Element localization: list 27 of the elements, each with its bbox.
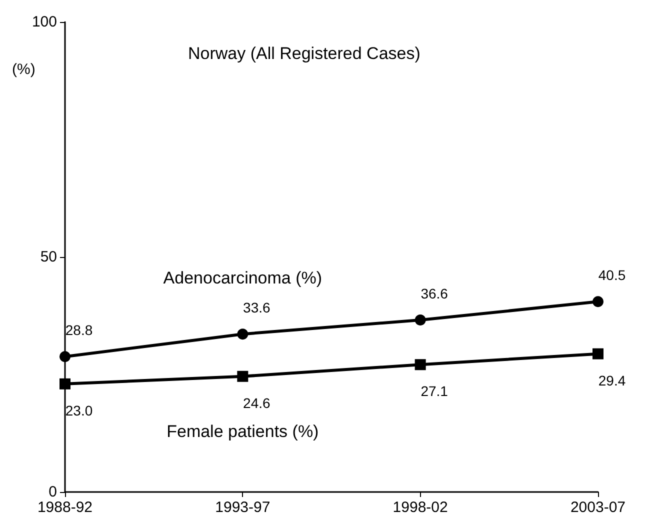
text: Norway (All Registered Cases)	[188, 44, 420, 63]
y-tick-label: 100	[32, 14, 57, 30]
data-label: 36.6	[420, 285, 448, 302]
data-label: 28.8	[65, 322, 93, 338]
data-label: 24.6	[243, 394, 271, 411]
text: Female patients (%)	[166, 422, 319, 442]
x-tick-label: 2003-07	[570, 499, 626, 516]
point	[237, 328, 248, 340]
x-tick-label: 1993-97	[215, 499, 270, 516]
point	[592, 348, 604, 360]
data-label: 33.6	[243, 300, 271, 316]
y-tick-label: 50	[40, 248, 57, 266]
y-tick-label: 0	[48, 484, 57, 500]
y-axis-title: (%)	[12, 61, 36, 78]
text: Adenocarcinoma (%)	[163, 268, 322, 288]
point	[237, 370, 248, 382]
point	[414, 359, 426, 370]
data-label: 23.0	[65, 402, 93, 418]
point	[60, 378, 70, 390]
point	[60, 351, 70, 362]
x-tick-label: 1998-02	[392, 499, 448, 516]
data-label: 27.1	[420, 383, 448, 400]
point	[592, 296, 604, 308]
point	[414, 314, 426, 326]
data-label: 40.5	[598, 267, 626, 284]
x-tick-label: 1988-92	[37, 499, 93, 516]
data-label: 29.4	[598, 372, 626, 388]
